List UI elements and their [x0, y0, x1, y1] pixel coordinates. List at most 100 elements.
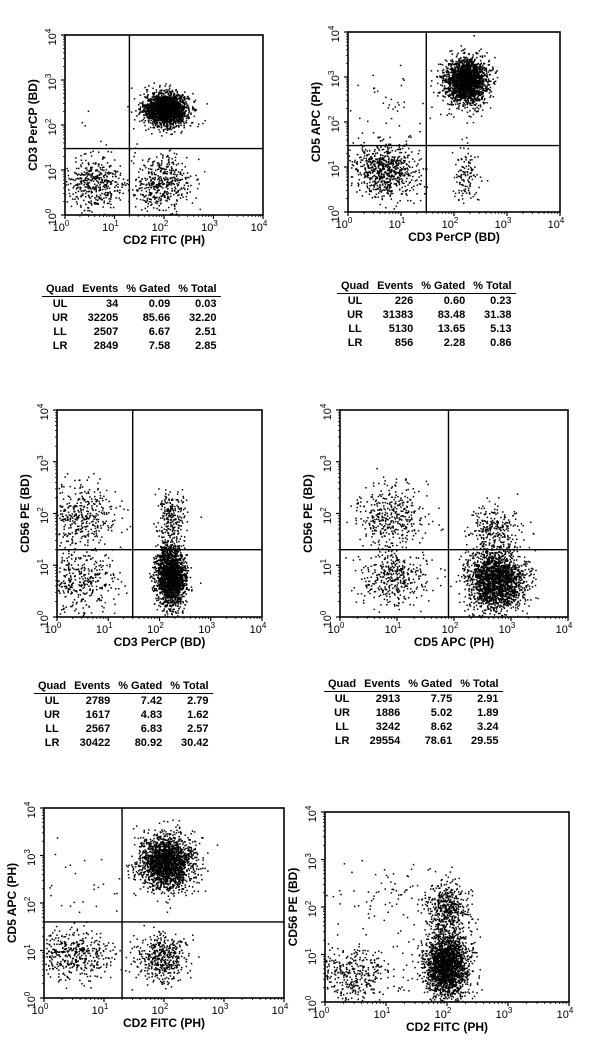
table-row: UR 32205 85.66 32.20: [42, 311, 221, 325]
table-row: LR 2849 7.58 2.85: [42, 339, 221, 353]
cell-events: 2913: [375, 693, 401, 705]
cell-quad: UL: [334, 693, 350, 705]
table-row: UR 1886 5.02 1.89: [324, 706, 503, 720]
population-lr: [148, 525, 202, 618]
x-tick-label: 103: [198, 621, 215, 636]
table-row: UL 226 0.60 0.23: [337, 294, 516, 309]
y-tick-label: 103: [36, 455, 51, 472]
table-row: LR 856 2.28 0.86: [337, 336, 516, 350]
cell-total: 2.91: [477, 693, 499, 705]
x-axis-label: CD3 PerCP (BD): [114, 635, 206, 649]
table-row: LL 2567 6.83 2.57: [34, 722, 213, 736]
population-ur: [430, 35, 499, 124]
cell-total: 1.62: [187, 709, 209, 721]
cell-total: 0.03: [195, 298, 217, 310]
cell-total: 0.23: [490, 295, 512, 307]
cell-total: 0.86: [490, 337, 512, 349]
population-ul: [349, 64, 449, 144]
cell-gated: 8.62: [430, 721, 453, 733]
y-tick-label: 100: [319, 610, 334, 627]
x-tick-label: 102: [147, 621, 164, 636]
cell-events: 226: [394, 295, 414, 307]
x-tick-label: 103: [499, 621, 516, 636]
quadrant-stats-table-1: Quad Events% Gated% Total UL 34 0.09 0.03 UR 32…: [42, 283, 221, 353]
y-tick-label: 103: [327, 70, 342, 87]
population-ul: [56, 472, 132, 553]
y-tick-label: 102: [319, 507, 334, 524]
y-tick-label: 102: [327, 115, 342, 132]
event-dots: [345, 467, 539, 618]
cell-events: 32205: [87, 312, 119, 324]
table-row: UL 2913 7.75 2.91: [324, 692, 503, 707]
y-tick-label: 100: [36, 610, 51, 627]
table-row: LR 29554 78.61 29.55: [324, 734, 503, 748]
y-tick-label: 102: [23, 896, 38, 913]
header-total: % Total: [174, 283, 221, 297]
y-axis-label: CD3 PerCP (BD): [26, 79, 40, 171]
x-tick-label: 101: [385, 621, 402, 636]
cell-total: 31.38: [483, 309, 512, 321]
header-total: % Total: [456, 678, 503, 692]
cell-events: 30422: [79, 737, 111, 749]
cell-events: 3242: [375, 721, 401, 733]
cell-events: 5130: [388, 323, 414, 335]
table-row: LL 5130 13.65 5.13: [337, 322, 516, 336]
x-axis-label: CD2 FITC (PH): [123, 1016, 205, 1030]
y-tick-label: 102: [44, 118, 59, 135]
cell-quad: LL: [45, 723, 59, 735]
population-ul: [346, 467, 444, 571]
cell-gated: 4.83: [140, 709, 163, 721]
cell-events: 2789: [85, 695, 111, 707]
cell-quad: UR: [334, 707, 350, 719]
x-tick-label: 101: [92, 1002, 109, 1017]
cell-quad: UL: [44, 695, 60, 707]
population-ur: [127, 82, 209, 137]
y-tick-label: 100: [23, 991, 38, 1008]
x-axis-label: CD2 FITC (PH): [123, 233, 205, 247]
cell-gated: 7.75: [430, 693, 453, 705]
table-row: UR 1617 4.83 1.62: [34, 708, 213, 722]
y-tick-label: 101: [44, 163, 59, 180]
y-tick-label: 103: [319, 455, 334, 472]
x-tick-label: 102: [435, 1006, 452, 1021]
cell-gated: 6.83: [140, 723, 163, 735]
y-axis-label: CD56 PE (BD): [301, 474, 315, 553]
cell-quad: LL: [53, 326, 67, 338]
header-quad: Quad: [324, 678, 361, 692]
y-tick-label: 102: [304, 900, 319, 917]
x-tick-label: 101: [389, 216, 406, 231]
cell-quad: LR: [44, 737, 60, 749]
cell-total: 32.20: [188, 312, 217, 324]
x-tick-label: 104: [250, 621, 267, 636]
x-tick-label: 102: [442, 216, 459, 231]
cell-quad: UL: [52, 298, 68, 310]
cell-gated: 2.28: [443, 337, 466, 349]
population-ur: [464, 493, 535, 565]
x-axis-label: CD3 PerCP (BD): [408, 230, 500, 244]
event-dots: [43, 819, 219, 991]
y-tick-label: 104: [304, 805, 319, 822]
population-ll: [43, 922, 150, 990]
cell-quad: UR: [52, 312, 68, 324]
y-tick-label: 104: [23, 801, 38, 818]
header-events: Events: [78, 283, 123, 297]
x-axis-label: CD2 FITC (PH): [406, 1020, 488, 1034]
cell-total: 2.85: [195, 340, 217, 352]
cell-quad: UR: [347, 309, 363, 321]
population-scatter: [326, 859, 453, 941]
population-ur: [118, 819, 219, 913]
cell-quad: UR: [44, 709, 60, 721]
cell-total: 29.55: [470, 735, 499, 747]
cell-total: 2.57: [187, 723, 209, 735]
cell-total: 1.89: [477, 707, 499, 719]
population-ll: [348, 132, 429, 210]
x-tick-label: 103: [212, 1002, 229, 1017]
population-ul: [49, 837, 145, 959]
cell-quad: LL: [335, 721, 349, 733]
cell-events: 1617: [85, 709, 111, 721]
population-ur: [153, 488, 202, 550]
cell-total: 2.79: [187, 695, 209, 707]
